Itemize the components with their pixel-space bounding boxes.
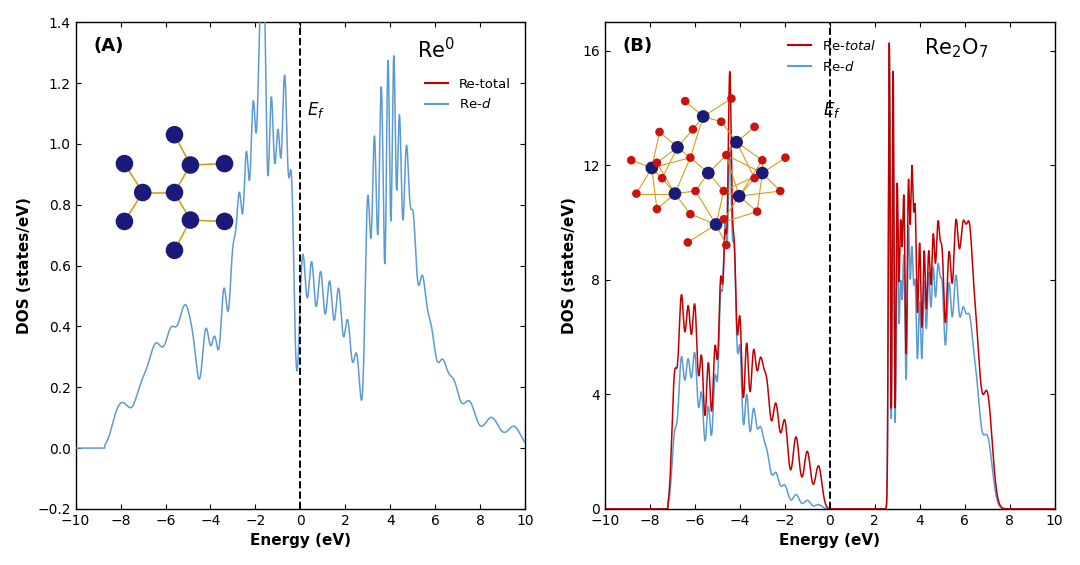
X-axis label: Energy (eV): Energy (eV)	[249, 533, 351, 549]
Text: (A): (A)	[94, 37, 124, 55]
Text: $E_f$: $E_f$	[823, 100, 841, 120]
Y-axis label: DOS (states/eV): DOS (states/eV)	[562, 197, 577, 334]
Y-axis label: DOS (states/eV): DOS (states/eV)	[16, 197, 31, 334]
Text: Re$^0$: Re$^0$	[417, 37, 455, 62]
X-axis label: Energy (eV): Energy (eV)	[780, 533, 880, 549]
Text: Re$_2$O$_7$: Re$_2$O$_7$	[924, 37, 988, 60]
Legend: Re-$\mathit{total}$, Re-$d$: Re-$\mathit{total}$, Re-$d$	[782, 34, 881, 79]
Text: $E_f$: $E_f$	[307, 100, 325, 120]
Legend: Re-total, Re-$d$: Re-total, Re-$d$	[419, 72, 516, 117]
Text: (B): (B)	[623, 37, 653, 55]
